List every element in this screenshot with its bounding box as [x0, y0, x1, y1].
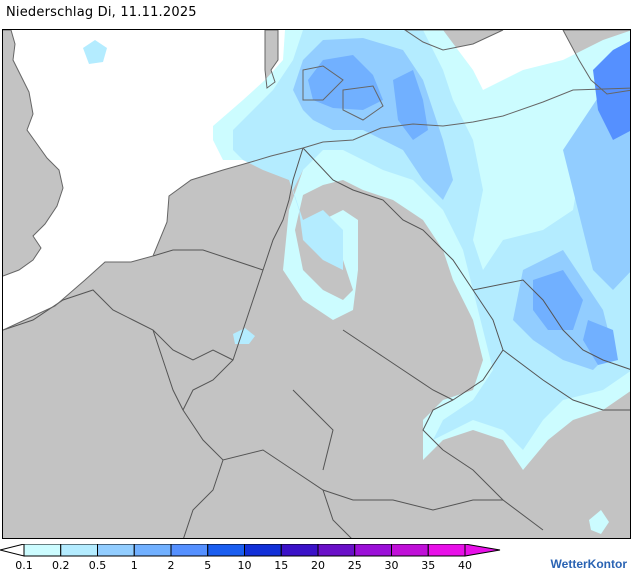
legend-cell — [317, 544, 356, 557]
precipitation-map — [2, 29, 631, 539]
legend-tick-label: 15 — [274, 559, 289, 572]
coastlines — [3, 30, 630, 331]
legend-cell — [170, 544, 209, 557]
uk-land — [3, 30, 63, 276]
legend-cell — [244, 544, 282, 557]
legend-tick-label: 20 — [311, 559, 325, 572]
legend-tick-label: 0.2 — [52, 559, 70, 572]
borders — [3, 147, 630, 538]
legend-cell — [60, 544, 98, 557]
legend-cell — [280, 544, 319, 557]
legend-tick-label: 1 — [130, 559, 138, 572]
legend-tick-label: 0.1 — [15, 559, 33, 572]
legend-tick-label: 5 — [204, 559, 212, 572]
legend-tick-label: 40 — [458, 559, 472, 572]
legend-tick-label: 10 — [237, 559, 252, 572]
legend-cell — [97, 544, 135, 557]
legend-tick-label: 25 — [347, 559, 362, 572]
map-title: Niederschlag Di, 11.11.2025 — [6, 5, 197, 20]
legend-arrow-right — [464, 544, 501, 557]
legend-cell — [133, 544, 172, 557]
brand-text: WetterKontor — [550, 557, 627, 571]
legend-tick-label: 2 — [167, 559, 175, 572]
legend-cell — [391, 544, 429, 557]
legend-tick-label: 35 — [421, 559, 436, 572]
legend-tick-label: 0.5 — [88, 559, 107, 572]
brand-logo: WetterKontor — [551, 557, 627, 571]
legend-arrow-left — [0, 544, 25, 557]
legend-cell — [23, 544, 62, 557]
legend-cell — [207, 544, 245, 557]
legend: 0.1 0.2 0.5 1 2 5 10 15 20 25 30 35 40 WetterKontor — [0, 544, 633, 580]
legend-cell — [354, 544, 392, 557]
legend-colorbar — [0, 544, 501, 557]
legend-cell — [427, 544, 466, 557]
scandinavia-land — [265, 30, 278, 88]
legend-tick-label: 30 — [384, 559, 399, 572]
